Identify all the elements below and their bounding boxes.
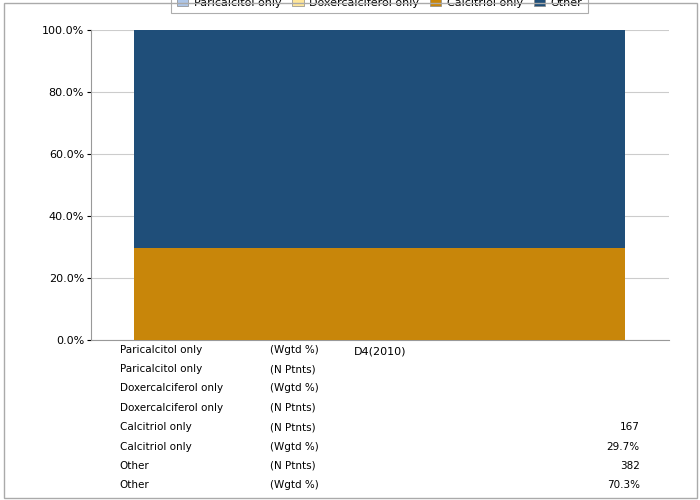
Text: (N Ptnts): (N Ptnts) [270, 461, 316, 471]
Text: Calcitriol only: Calcitriol only [120, 422, 192, 432]
Text: (N Ptnts): (N Ptnts) [270, 403, 316, 413]
Text: Paricalcitol only: Paricalcitol only [120, 364, 202, 374]
Text: Other: Other [120, 480, 150, 490]
Text: (Wgtd %): (Wgtd %) [270, 442, 318, 452]
Text: Paricalcitol only: Paricalcitol only [120, 344, 202, 354]
Text: Doxercalciferol only: Doxercalciferol only [120, 384, 223, 394]
Text: (Wgtd %): (Wgtd %) [270, 384, 318, 394]
Text: (N Ptnts): (N Ptnts) [270, 364, 316, 374]
Text: Other: Other [120, 461, 150, 471]
Text: 167: 167 [620, 422, 640, 432]
Text: 29.7%: 29.7% [606, 442, 640, 452]
Legend: Paricalcitol only, Doxercalciferol only, Calcitriol only, Other: Paricalcitol only, Doxercalciferol only,… [172, 0, 588, 14]
Text: (N Ptnts): (N Ptnts) [270, 422, 316, 432]
Text: 382: 382 [620, 461, 640, 471]
Bar [134, 248, 625, 340]
Text: Calcitriol only: Calcitriol only [120, 442, 192, 452]
Text: Doxercalciferol only: Doxercalciferol only [120, 403, 223, 413]
Text: (Wgtd %): (Wgtd %) [270, 480, 318, 490]
Text: (Wgtd %): (Wgtd %) [270, 344, 318, 354]
Bar [134, 30, 625, 248]
Text: 70.3%: 70.3% [607, 480, 640, 490]
